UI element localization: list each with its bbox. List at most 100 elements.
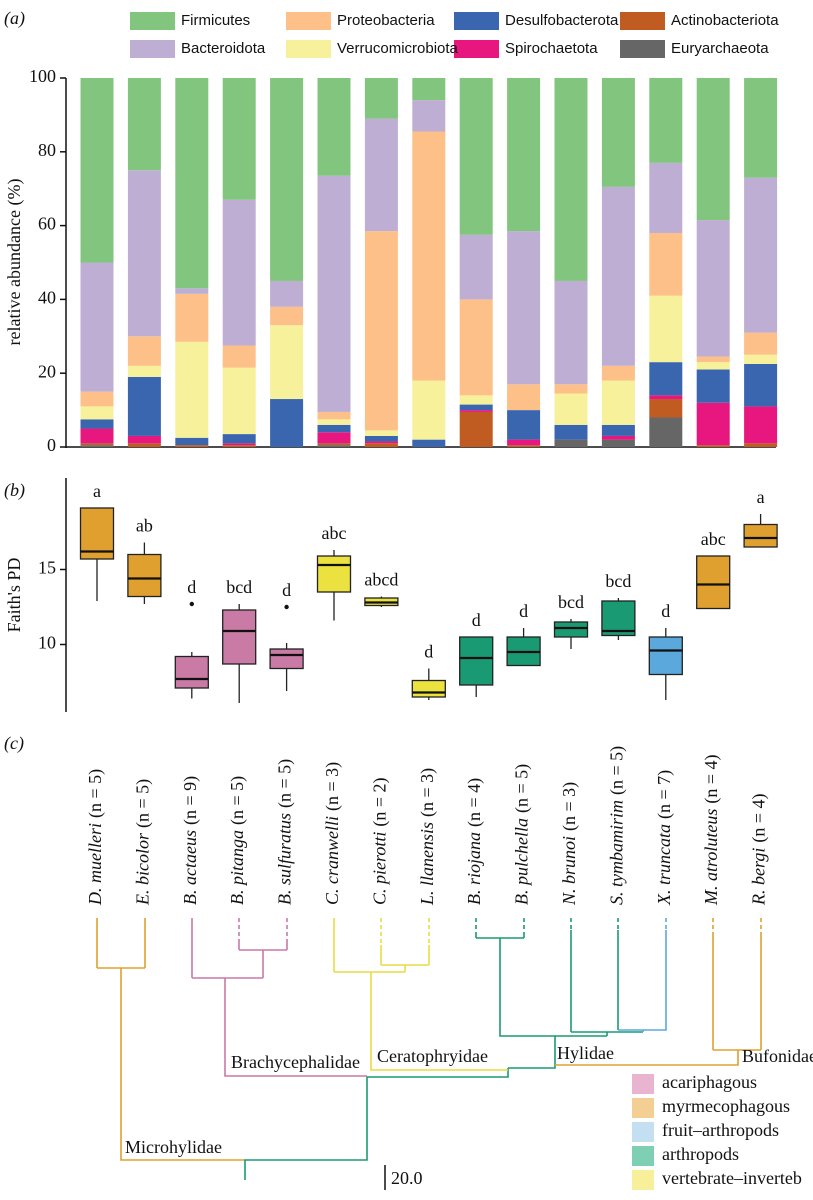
sample-size: (n = 4) xyxy=(464,778,485,827)
panel-label: (c) xyxy=(4,733,24,754)
bar-segment xyxy=(270,399,304,447)
species-name: B. actaeus xyxy=(180,830,200,905)
bar-segment xyxy=(459,299,493,396)
y-tick-label: 100 xyxy=(29,66,56,86)
sample-size: (n = 4) xyxy=(701,755,722,804)
taxon-label: B. pitanga (n = 5) xyxy=(227,776,248,905)
sample-size: (n = 7) xyxy=(654,770,675,819)
bar-segment xyxy=(364,118,398,232)
taxon-label: L. llanensis (n = 3) xyxy=(417,768,438,906)
bar-segment xyxy=(80,78,114,263)
box xyxy=(316,555,352,593)
group-letter: abc xyxy=(322,523,347,543)
panel-label: (a) xyxy=(4,8,25,29)
family-label: Bufonidae xyxy=(742,1046,813,1066)
bar-segment xyxy=(412,439,446,447)
box xyxy=(411,679,446,698)
bar-segment xyxy=(364,435,398,442)
legend-swatch xyxy=(286,12,331,30)
bar-segment xyxy=(175,341,209,438)
legend-label: Bacteroidota xyxy=(181,40,266,57)
sample-size: (n = 5) xyxy=(227,776,248,825)
legend-swatch xyxy=(620,12,665,30)
bar-segment xyxy=(222,345,256,368)
bar-segment xyxy=(412,380,446,440)
taxon-label: E. bicolor (n = 5) xyxy=(133,779,154,906)
legend-label: Verrucomicrobiota xyxy=(337,40,459,57)
bar-segment xyxy=(127,170,161,337)
bar-segment xyxy=(554,439,588,447)
sample-size: (n = 5) xyxy=(607,746,628,795)
sample-size: (n = 3) xyxy=(559,782,580,831)
legend-swatch xyxy=(632,1074,654,1094)
bar-segment xyxy=(127,435,161,444)
y-axis-label: relative abundance (%) xyxy=(4,179,25,346)
bar-segment xyxy=(507,439,541,446)
taxon-label: C. cranwelli (n = 3) xyxy=(322,762,343,905)
bar-segment xyxy=(696,369,730,403)
scale-label: 20.0 xyxy=(391,1168,423,1188)
bar-segment xyxy=(601,78,635,187)
species-name: S. tymbamirim xyxy=(607,800,627,905)
bar-segment xyxy=(222,78,256,200)
legend-swatch xyxy=(632,1170,654,1190)
box xyxy=(696,555,731,610)
bar-segment xyxy=(222,434,256,444)
bar-segment xyxy=(175,437,209,446)
bar-segment xyxy=(459,404,493,411)
sample-size: (n = 5) xyxy=(512,764,533,813)
taxon-label: R. bergi (n = 4) xyxy=(749,794,770,906)
phylogeny xyxy=(96,918,762,1190)
group-letter: bcd xyxy=(605,571,631,591)
bar-segment xyxy=(317,78,351,176)
bar-segment xyxy=(649,399,683,418)
tree-branch xyxy=(380,918,430,945)
box xyxy=(743,523,778,548)
bar-segment xyxy=(222,199,256,346)
bar-segment xyxy=(507,445,541,447)
box xyxy=(222,609,257,665)
box xyxy=(648,636,683,676)
group-letter: bcd xyxy=(226,577,252,597)
sample-size: (n = 3) xyxy=(417,768,438,817)
group-letter: d xyxy=(424,642,433,662)
tree-branch xyxy=(475,918,619,932)
species-name: R. bergi xyxy=(749,848,769,906)
group-letter: bcd xyxy=(558,592,584,612)
bar-segment xyxy=(80,443,114,446)
legend-label: fruit–arthropods xyxy=(662,1120,779,1140)
tree-branch xyxy=(238,918,288,940)
bar-segment xyxy=(554,424,588,440)
legend-label: vertebrate–inverteb xyxy=(662,1168,802,1188)
taxon-label: C. pierotti (n = 2) xyxy=(370,778,391,905)
box xyxy=(269,648,304,670)
legend-label: Actinobacteriota xyxy=(671,12,779,29)
bar-segment xyxy=(649,417,683,447)
taxon-label: B. actaeus (n = 9) xyxy=(180,776,201,905)
bar-segment xyxy=(317,411,351,420)
taxon-label: S. tymbamirim (n = 5) xyxy=(607,746,628,905)
y-axis-label: Faith's PD xyxy=(4,558,24,633)
bar-segment xyxy=(601,365,635,381)
bar-segment xyxy=(601,186,635,366)
taxon-label: D. muelleri (n = 5) xyxy=(85,769,106,906)
family-label: Ceratophryidae xyxy=(377,1046,488,1066)
bar-segment xyxy=(175,293,209,342)
bar-segment xyxy=(222,443,256,446)
bar-segment xyxy=(649,362,683,396)
group-letter: a xyxy=(757,487,765,507)
legend-label: Proteobacteria xyxy=(337,12,435,29)
species-name: E. bicolor xyxy=(133,832,153,906)
sample-size: (n = 3) xyxy=(322,762,343,811)
legend-label: Desulfobacterota xyxy=(505,12,619,29)
y-tick-label: 0 xyxy=(47,435,56,455)
group-letter: d xyxy=(282,580,291,600)
sample-size: (n = 9) xyxy=(180,776,201,825)
bar-segment xyxy=(459,410,493,412)
box xyxy=(553,621,589,638)
bar-segment xyxy=(317,443,351,446)
legend-swatch xyxy=(632,1098,654,1118)
tree-branch xyxy=(712,918,762,932)
bar-segment xyxy=(80,262,114,392)
bar-segment xyxy=(649,232,683,296)
